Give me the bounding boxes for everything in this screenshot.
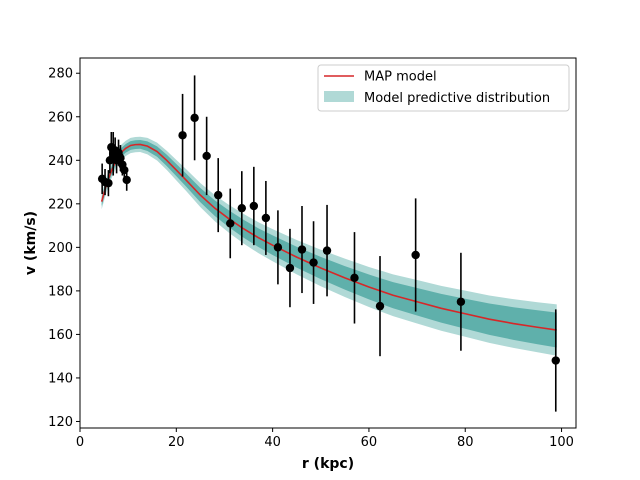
legend-box xyxy=(317,64,570,112)
data-point xyxy=(190,113,199,123)
data-point xyxy=(350,273,359,283)
data-point xyxy=(226,219,235,228)
model-line-group xyxy=(100,143,557,331)
data-point xyxy=(120,165,129,175)
legend: MAP model Model predictive distribution xyxy=(317,64,570,112)
plot-frame xyxy=(79,57,577,429)
y-tick-label: 220 xyxy=(48,197,73,212)
data-point xyxy=(122,175,131,185)
x-tick-label: 100 xyxy=(549,435,574,450)
predictive-bands xyxy=(101,136,557,356)
data-point xyxy=(178,131,187,140)
y-tick-label: 180 xyxy=(48,284,73,299)
x-tick-label: 80 xyxy=(457,435,474,450)
data-point xyxy=(105,156,115,165)
data-point xyxy=(261,213,271,223)
map-model-line xyxy=(100,143,557,331)
data-point xyxy=(104,178,113,188)
y-tick-label: 160 xyxy=(48,328,73,343)
data-point xyxy=(322,246,332,255)
y-tick-label: 240 xyxy=(48,154,73,169)
y-axis-label: v (km/s) xyxy=(23,211,39,275)
x-tick-label: 0 xyxy=(76,435,84,450)
y-tick-label: 140 xyxy=(48,371,73,386)
data-point xyxy=(273,243,283,252)
data-point xyxy=(551,356,560,365)
y-tick-label: 120 xyxy=(48,415,73,430)
data-point xyxy=(214,190,223,200)
legend-label-map-model: MAP model xyxy=(364,70,437,85)
error-bars xyxy=(101,75,557,412)
data-point xyxy=(249,201,259,211)
data-point xyxy=(456,297,466,306)
data-point xyxy=(116,153,125,163)
legend-swatch-predictive xyxy=(324,91,354,102)
y-tick-label: 260 xyxy=(48,110,73,125)
data-point xyxy=(202,151,211,161)
data-point xyxy=(411,250,420,260)
data-point xyxy=(237,203,247,213)
band-inner xyxy=(101,140,557,348)
legend-label-predictive: Model predictive distribution xyxy=(364,91,550,106)
x-tick-label: 40 xyxy=(264,435,281,450)
y-axis-ticks: 120 140 160 180 200 220 240 260 280 xyxy=(48,67,80,430)
x-axis-label: r (kpc) xyxy=(302,456,354,472)
x-axis-ticks: 0 20 40 60 80 100 xyxy=(76,428,574,450)
data-point xyxy=(285,263,295,273)
data-point xyxy=(297,245,307,254)
y-tick-label: 200 xyxy=(48,241,73,256)
y-tick-label: 280 xyxy=(48,67,73,82)
data-points xyxy=(97,113,560,365)
x-tick-label: 60 xyxy=(361,435,378,450)
data-point xyxy=(309,258,318,267)
data-point xyxy=(375,301,385,311)
x-tick-label: 20 xyxy=(168,435,185,450)
